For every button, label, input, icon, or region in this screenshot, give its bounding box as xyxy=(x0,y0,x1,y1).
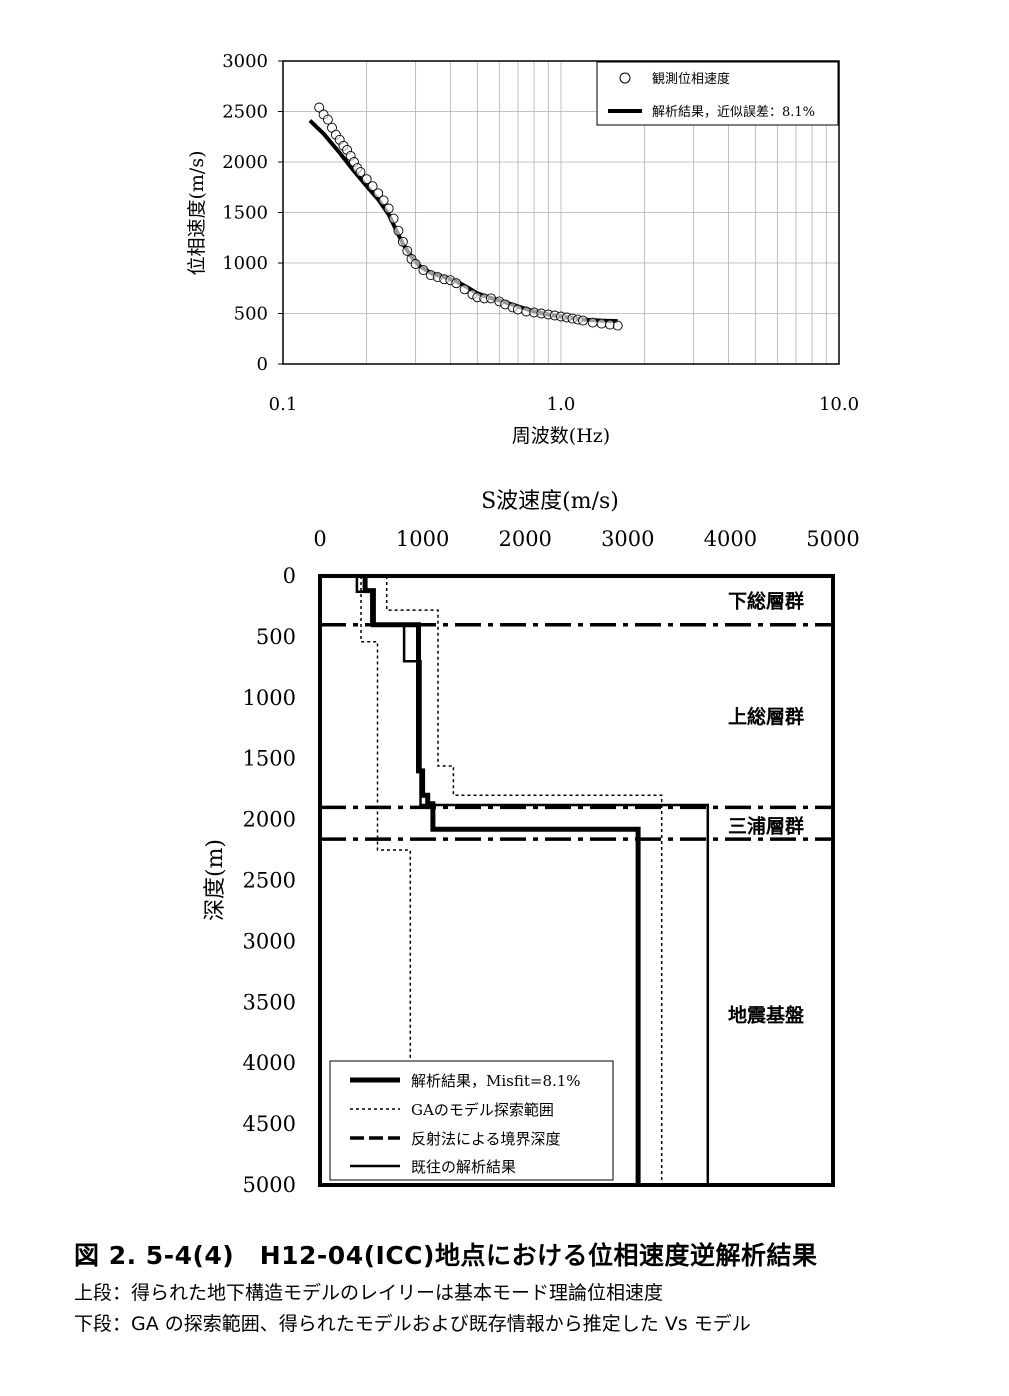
caption-line-lower: 下段：GA の探索範囲、得られたモデルおよび既存情報から推定した Vs モデル xyxy=(74,1313,751,1335)
observed-point xyxy=(578,315,588,326)
observed-point xyxy=(459,284,470,295)
observed-point xyxy=(393,225,404,236)
s-wave-legend: 解析結果，Misfit=8.1% GAのモデル探索範囲 反射法による境界深度 既… xyxy=(329,1060,614,1181)
depth-y-tick-label: 3500 xyxy=(243,990,296,1014)
phase-velocity-ylabel: 位相速度(m/s) xyxy=(186,151,208,276)
phase-velocity-x-tick-label: 10.0 xyxy=(819,394,859,415)
ga-range-boundary xyxy=(360,576,412,1161)
legend-analysis-label: 解析結果，Misfit=8.1% xyxy=(411,1072,581,1090)
analysis-result-profile xyxy=(362,576,641,1185)
phase-velocity-y-tick-label: 1500 xyxy=(222,203,268,224)
observed-point xyxy=(322,114,333,125)
depth-y-tick-label: 4500 xyxy=(243,1112,296,1136)
depth-y-tick-label: 2500 xyxy=(243,869,296,893)
s-wave-velocity-chart: S波速度(m/s) 0 1000 2000 3000 4000 5000 0 500 1000 1… xyxy=(203,489,860,1197)
depth-y-tick-label: 2000 xyxy=(243,808,296,832)
phase-velocity-legend-box xyxy=(596,61,839,126)
observed-point xyxy=(410,259,421,269)
phase-velocity-y-tick-label: 500 xyxy=(234,304,268,325)
observed-point xyxy=(355,167,366,178)
s-wave-x-tick-label: 5000 xyxy=(806,527,859,551)
observed-point xyxy=(378,195,389,206)
s-wave-plot-area xyxy=(318,574,835,1187)
observed-legend-marker xyxy=(619,72,631,84)
layer-label: 下総層群 xyxy=(728,589,804,612)
depth-y-tick-label: 500 xyxy=(256,625,296,649)
depth-y-tick-label: 0 xyxy=(283,564,296,588)
figure-caption: 図 2. 5-4(4) H12-04(ICC)地点における位相速度逆解析結果 上… xyxy=(74,1236,994,1340)
phase-velocity-chart: 0.1 1.0 10.0 0 500 1000 1500 2000 2500 3000 周波数(H… xyxy=(186,51,859,447)
caption-title: 図 2. 5-4(4) H12-04(ICC)地点における位相速度逆解析結果 xyxy=(74,1241,818,1270)
phase-velocity-legend: 観測位相速度 解析結果，近似誤差：8.1% xyxy=(596,61,839,126)
phase-velocity-x-tick-label: 0.1 xyxy=(269,394,298,415)
depth-y-tick-label: 1000 xyxy=(243,686,296,710)
phase-velocity-y-tick-label: 3000 xyxy=(222,51,268,72)
layer-label: 上総層群 xyxy=(728,705,804,728)
s-wave-x-tick-label: 4000 xyxy=(704,527,757,551)
layer-label: 地震基盤 xyxy=(728,1003,805,1026)
legend-ga-range-label: GAのモデル探索範囲 xyxy=(411,1101,554,1119)
observed-point xyxy=(383,203,394,214)
s-wave-xlabel: S波速度(m/s) xyxy=(481,489,619,514)
observed-point xyxy=(397,236,408,247)
layer-label: 三浦層群 xyxy=(728,815,804,838)
s-wave-x-tick-label: 1000 xyxy=(396,527,449,551)
caption-line-upper: 上段：得られた地下構造モデルのレイリーは基本モード理論位相速度 xyxy=(74,1282,664,1304)
observed-point xyxy=(451,278,462,289)
observed-point xyxy=(314,102,325,113)
s-wave-x-tick-label: 3000 xyxy=(601,527,654,551)
phase-velocity-x-tick-label: 1.0 xyxy=(547,394,576,415)
observed-point xyxy=(402,245,413,256)
observed-legend-label: 観測位相速度 xyxy=(652,71,730,87)
phase-velocity-y-tick-label: 1000 xyxy=(222,253,268,274)
observed-point xyxy=(361,174,372,185)
depth-y-tick-label: 3000 xyxy=(243,929,296,953)
observed-point xyxy=(373,188,384,199)
phase-velocity-y-tick-label: 0 xyxy=(257,354,268,375)
observed-point xyxy=(612,320,623,331)
depth-y-tick-label: 4000 xyxy=(243,1051,296,1075)
depth-y-tick-label: 5000 xyxy=(243,1173,296,1197)
legend-previous-label: 既往の解析結果 xyxy=(411,1158,516,1176)
analysis-legend-label: 解析結果，近似誤差：8.1% xyxy=(652,104,815,120)
s-wave-x-tick-label: 2000 xyxy=(498,527,551,551)
s-wave-x-tick-label: 0 xyxy=(313,527,326,551)
phase-velocity-y-tick-label: 2000 xyxy=(222,152,268,173)
phase-velocity-y-tick-label: 2500 xyxy=(222,102,268,123)
observed-point xyxy=(367,181,378,192)
phase-velocity-xlabel: 周波数(Hz) xyxy=(512,425,610,447)
observed-point xyxy=(388,213,399,224)
ga-range-boundary xyxy=(385,576,663,1185)
legend-reflection-label: 反射法による境界深度 xyxy=(411,1130,561,1148)
observed-point xyxy=(418,265,429,276)
depth-y-tick-label: 1500 xyxy=(243,747,296,771)
depth-ylabel: 深度(m) xyxy=(203,839,228,921)
